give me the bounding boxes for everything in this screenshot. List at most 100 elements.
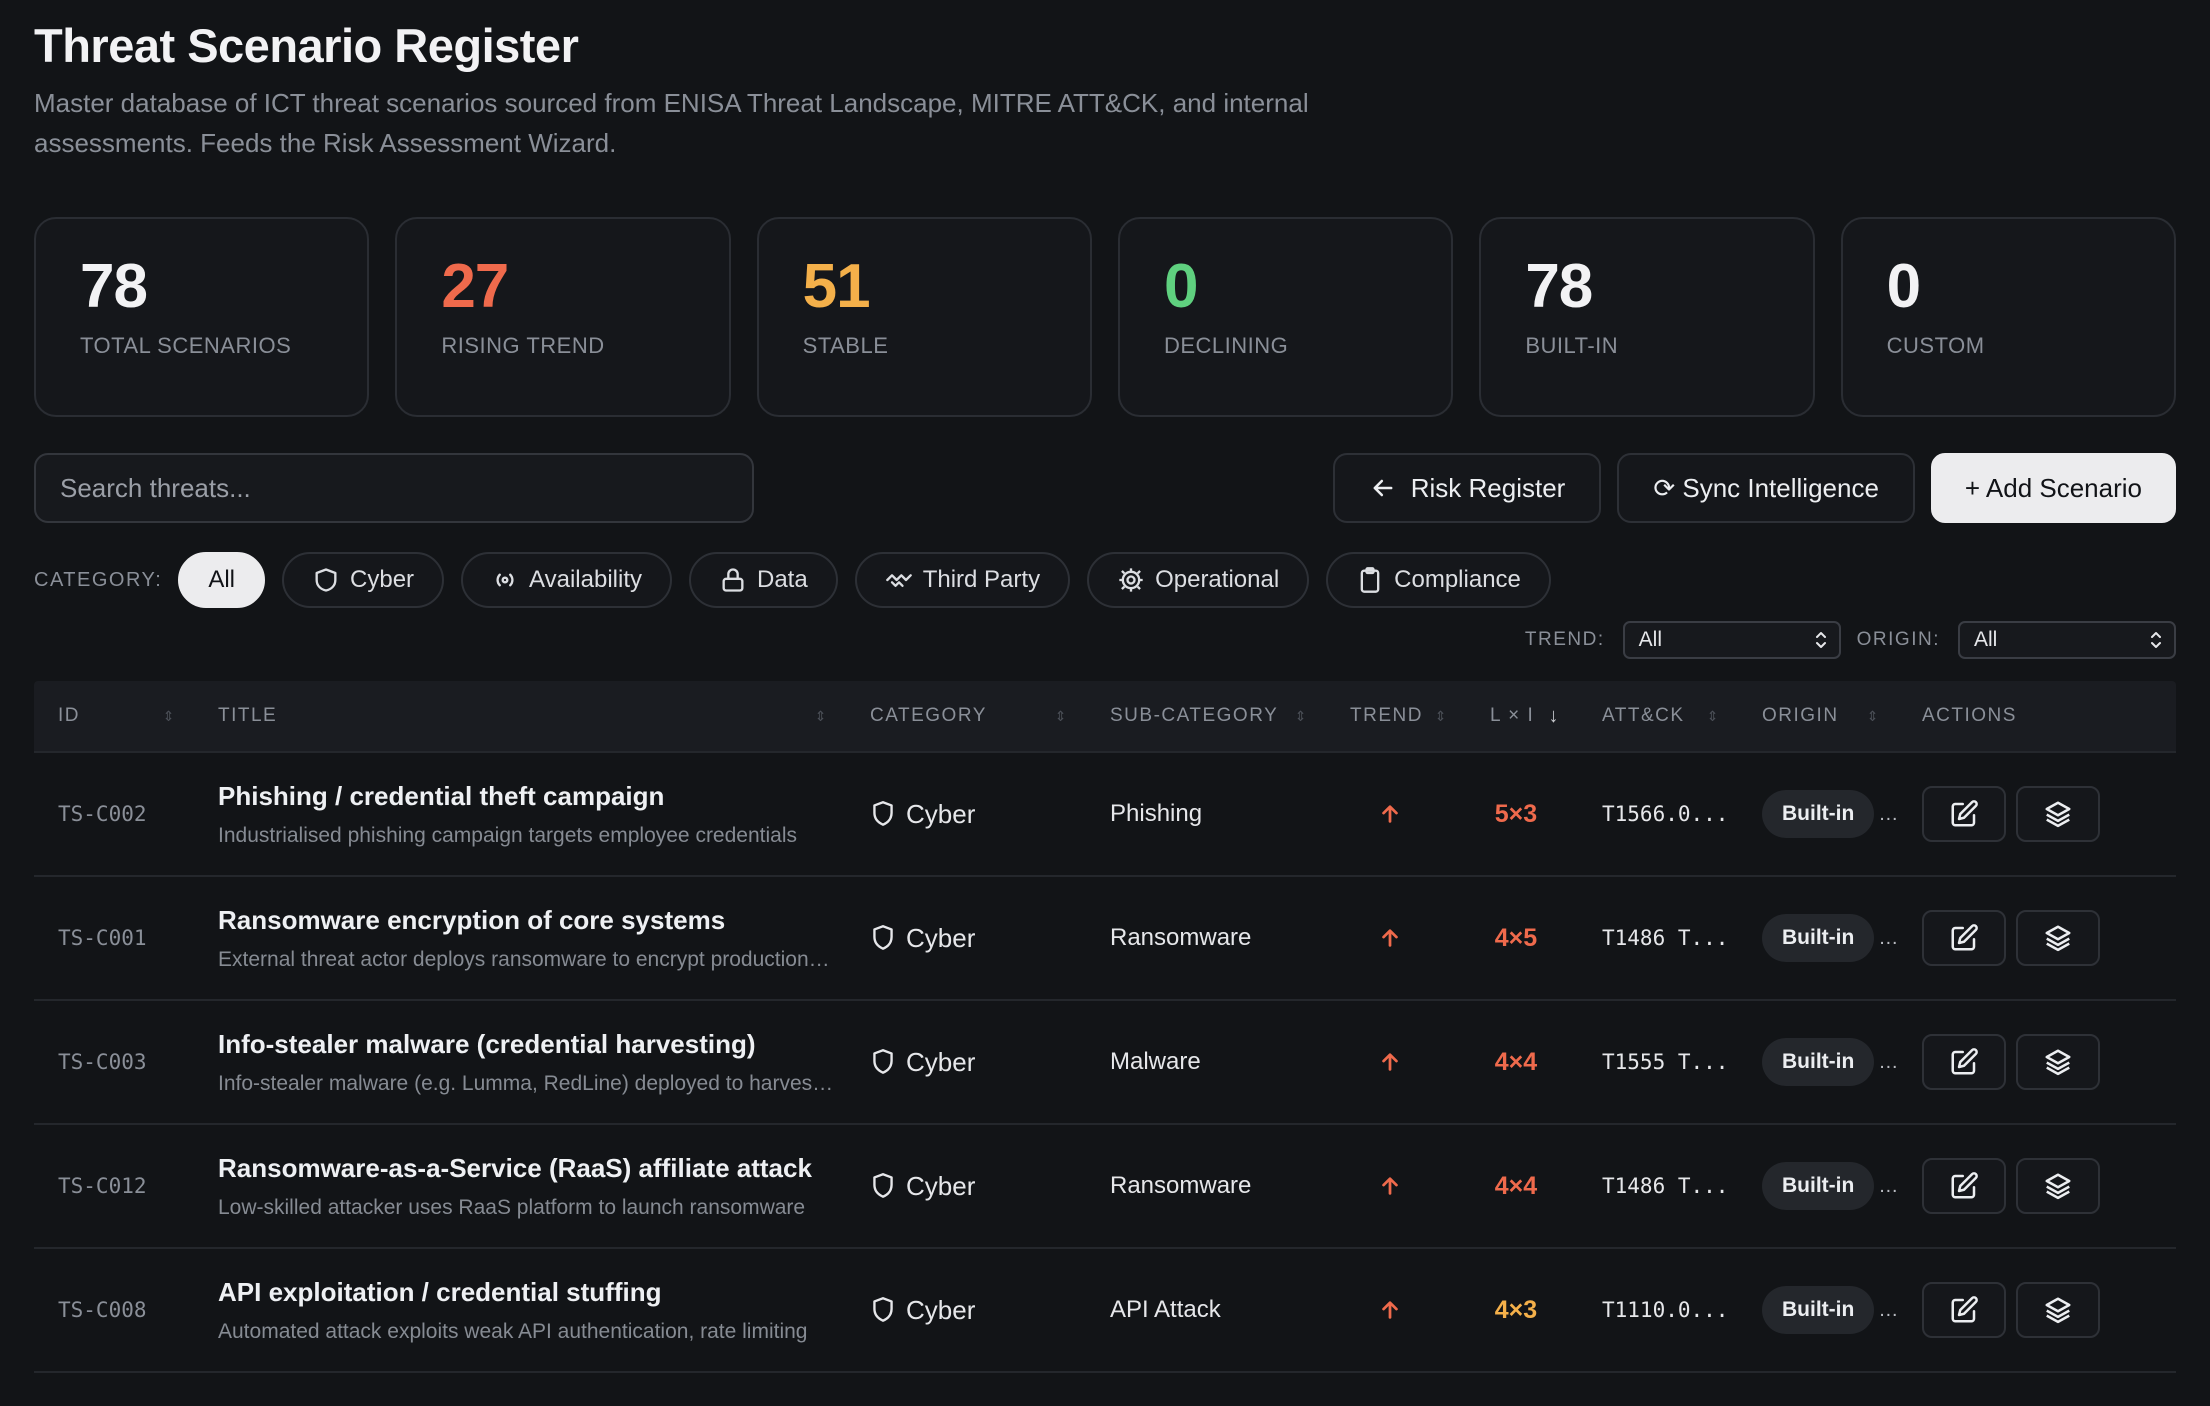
risk-register-label: Risk Register (1410, 472, 1566, 503)
scenario-category: Cyber (846, 1171, 1086, 1202)
category-label: Cyber (906, 1046, 976, 1077)
row-actions (1898, 1034, 2176, 1090)
stat-value: 78 (1525, 252, 1593, 321)
shield-icon (873, 1297, 893, 1322)
edit-button[interactable] (1922, 786, 2006, 842)
column-header-category[interactable]: CATEGORY ⇕ (846, 681, 1086, 751)
overflow-ellipsis: … (1878, 1174, 1898, 1197)
edit-button[interactable] (1922, 1158, 2006, 1214)
column-header-lxi[interactable]: L × I ↓ (1466, 681, 1578, 751)
stat-value: 78 (80, 252, 148, 321)
trend-select-value: All (1638, 628, 1662, 651)
sort-icon: ⇕ (814, 707, 828, 724)
risk-register-button[interactable]: Risk Register (1332, 453, 1602, 523)
scenario-category: Cyber (846, 1295, 1086, 1326)
stat-value: 27 (441, 252, 509, 321)
layers-button[interactable] (2016, 1158, 2100, 1214)
origin-badge: Built-in (1762, 1286, 1875, 1334)
table-row[interactable]: TS-C001 Ransomware encryption of core sys… (34, 877, 2176, 1001)
page-title: Threat Scenario Register (34, 19, 579, 72)
sync-label: ⟳ Sync Intelligence (1653, 472, 1879, 503)
origin-cell: Built-in… (1738, 1162, 1898, 1210)
category-label: Cyber (906, 798, 976, 829)
trend-select[interactable]: All (1622, 621, 1841, 659)
column-header-trend[interactable]: TREND ⇕ (1326, 681, 1466, 751)
layers-button[interactable] (2016, 1282, 2100, 1338)
origin-cell: Built-in… (1738, 790, 1898, 838)
add-scenario-label: + Add Scenario (1964, 472, 2142, 503)
likelihood-impact: 5×3 (1494, 799, 1538, 828)
category-chip-availability[interactable]: Availability (461, 552, 672, 608)
likelihood-impact: 4×4 (1494, 1047, 1538, 1076)
origin-badge: Built-in (1762, 1162, 1875, 1210)
toolbar: Risk Register ⟳ Sync Intelligence + Add … (34, 453, 2176, 523)
scenario-title: Ransomware encryption of core systems (218, 904, 726, 935)
handshake-icon (885, 574, 912, 587)
origin-cell: Built-in… (1738, 1038, 1898, 1086)
trend-indicator (1326, 1174, 1466, 1198)
chip-label: Data (757, 566, 808, 593)
table-row[interactable]: TS-C012 Ransomware-as-a-Service (RaaS) af… (34, 1125, 2176, 1249)
column-header-origin[interactable]: ORIGIN ⇕ (1738, 681, 1898, 751)
column-header-attack[interactable]: ATT&CK ⇕ (1578, 681, 1738, 751)
category-chip-operational[interactable]: Operational (1087, 552, 1310, 608)
scenario-description: External threat actor deploys ransomware… (218, 947, 834, 971)
add-scenario-button[interactable]: + Add Scenario (1930, 453, 2176, 523)
chevron-updown-icon (2151, 632, 2161, 648)
category-chip-cyber[interactable]: Cyber (282, 552, 445, 608)
table-row[interactable]: TS-C003 Info-stealer malware (credential … (34, 1001, 2176, 1125)
overflow-ellipsis: … (1878, 802, 1898, 825)
search-input[interactable] (34, 453, 754, 523)
scenario-title-cell[interactable]: Ransomware-as-a-Service (RaaS) affiliate… (194, 1153, 846, 1220)
layers-icon (2045, 801, 2071, 828)
trend-indicator (1326, 1298, 1466, 1322)
edit-icon (1951, 924, 1978, 951)
column-header-subcategory[interactable]: SUB-CATEGORY ⇕ (1086, 681, 1326, 751)
category-chip-data[interactable]: Data (689, 552, 838, 608)
trend-indicator (1326, 926, 1466, 950)
category-chip-third-party[interactable]: Third Party (854, 552, 1071, 608)
scenario-subcategory: Malware (1110, 1048, 1201, 1075)
column-label: CATEGORY (870, 705, 987, 726)
category-chip-all[interactable]: All (178, 552, 266, 608)
chevron-updown-icon (1815, 632, 1826, 648)
stat-card-rising: 27 RISING TREND (395, 217, 731, 417)
shield-icon (873, 801, 893, 826)
chip-label: Cyber (350, 566, 415, 593)
stat-card-stable: 51 STABLE (756, 217, 1092, 417)
edit-button[interactable] (1922, 1282, 2006, 1338)
layers-button[interactable] (2016, 910, 2100, 966)
origin-filter-label: ORIGIN: (1856, 629, 1940, 650)
scenario-title: Ransomware-as-a-Service (RaaS) affiliate… (218, 1152, 812, 1183)
overflow-ellipsis: … (1878, 1050, 1898, 1073)
table-row[interactable]: TS-C008 API exploitation / credential stu… (34, 1249, 2176, 1373)
scenario-title-cell[interactable]: Ransomware encryption of core systems Ext… (194, 905, 846, 972)
edit-button[interactable] (1922, 910, 2006, 966)
scenario-title-cell[interactable]: Info-stealer malware (credential harvest… (194, 1029, 846, 1096)
layers-button[interactable] (2016, 786, 2100, 842)
chip-label: Third Party (922, 566, 1041, 593)
stat-card-declining: 0 DECLINING (1117, 217, 1454, 417)
column-header-id[interactable]: ID ⇕ (34, 681, 194, 751)
sync-intelligence-button[interactable]: ⟳ Sync Intelligence (1617, 453, 1915, 523)
layers-icon (2045, 1049, 2071, 1076)
scenario-id: TS-C003 (58, 1050, 147, 1074)
edit-button[interactable] (1922, 1034, 2006, 1090)
shield-icon (873, 925, 893, 950)
scenario-title: Info-stealer malware (credential harvest… (218, 1028, 756, 1059)
category-chip-compliance[interactable]: Compliance (1326, 552, 1551, 608)
shield-icon (873, 1049, 893, 1074)
origin-select[interactable]: All (1958, 621, 2176, 659)
edit-icon (1951, 800, 1978, 827)
layers-button[interactable] (2016, 1034, 2100, 1090)
table-row[interactable]: TS-C002 Phishing / credential theft campa… (34, 753, 2176, 877)
column-header-title[interactable]: TITLE ⇕ (194, 681, 846, 751)
scenario-title-cell[interactable]: API exploitation / credential stuffing Au… (194, 1277, 846, 1344)
sort-icon: ⇕ (1294, 707, 1308, 724)
scenario-title-cell[interactable]: Phishing / credential theft campaign Indu… (194, 781, 846, 848)
stat-card-builtin: 78 BUILT-IN (1479, 217, 1815, 417)
stat-label: BUILT-IN (1525, 333, 1619, 358)
scenario-description: Industrialised phishing campaign targets… (218, 823, 797, 847)
origin-select-value: All (1974, 628, 1998, 651)
scenario-id: TS-C002 (58, 802, 147, 826)
